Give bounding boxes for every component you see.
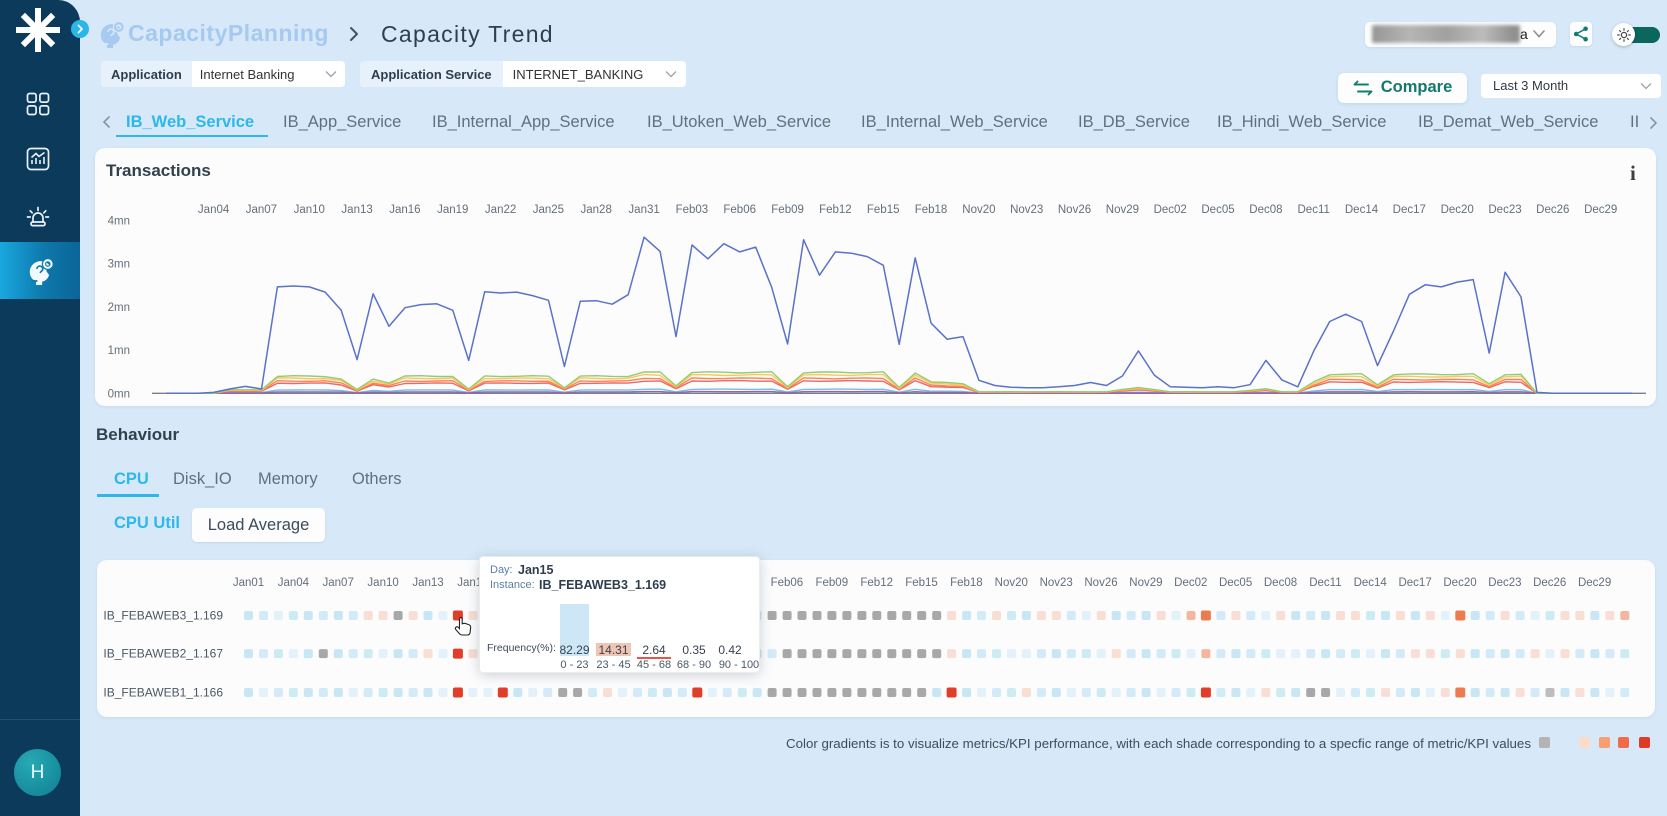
svg-text:Jan07: Jan07 — [323, 577, 354, 589]
svg-text:Dec23: Dec23 — [1488, 577, 1521, 589]
svg-text:Nov29: Nov29 — [1106, 204, 1139, 216]
svg-text:Jan13: Jan13 — [341, 204, 372, 216]
svg-text:Dec20: Dec20 — [1443, 577, 1476, 589]
svg-text:Dec14: Dec14 — [1345, 204, 1379, 216]
svg-text:Jan10: Jan10 — [367, 577, 398, 589]
svg-text:1mn: 1mn — [108, 345, 130, 357]
svg-text:Nov23: Nov23 — [1040, 577, 1073, 589]
svg-text:Dec17: Dec17 — [1398, 577, 1431, 589]
svg-text:Dec20: Dec20 — [1441, 204, 1474, 216]
svg-text:Dec05: Dec05 — [1219, 577, 1252, 589]
svg-text:IB_FEBAWEB2_1.167: IB_FEBAWEB2_1.167 — [103, 647, 223, 661]
svg-text:Dec11: Dec11 — [1309, 577, 1341, 589]
svg-text:Dec11: Dec11 — [1298, 204, 1330, 216]
svg-text:Dec17: Dec17 — [1393, 204, 1426, 216]
svg-text:Feb09: Feb09 — [771, 204, 804, 216]
svg-text:Jan13: Jan13 — [412, 577, 443, 589]
svg-text:Dec29: Dec29 — [1578, 577, 1611, 589]
svg-text:Dec26: Dec26 — [1536, 204, 1569, 216]
svg-text:IB_FEBAWEB3_1.169: IB_FEBAWEB3_1.169 — [103, 609, 223, 623]
svg-text:Feb15: Feb15 — [867, 204, 900, 216]
svg-text:3mn: 3mn — [108, 259, 130, 271]
svg-text:Dec02: Dec02 — [1174, 577, 1207, 589]
svg-text:Dec05: Dec05 — [1201, 204, 1234, 216]
svg-text:Nov26: Nov26 — [1084, 577, 1117, 589]
svg-text:Jan25: Jan25 — [533, 204, 564, 216]
svg-text:Dec08: Dec08 — [1264, 577, 1297, 589]
svg-text:Jan07: Jan07 — [246, 204, 277, 216]
svg-text:4mn: 4mn — [108, 215, 130, 227]
svg-text:Jan31: Jan31 — [628, 204, 659, 216]
svg-text:Jan28: Jan28 — [581, 204, 612, 216]
svg-text:Dec08: Dec08 — [1249, 204, 1282, 216]
svg-text:Jan04: Jan04 — [198, 204, 230, 216]
svg-text:Jan10: Jan10 — [294, 204, 325, 216]
svg-text:Dec14: Dec14 — [1354, 577, 1388, 589]
svg-text:Dec26: Dec26 — [1533, 577, 1566, 589]
svg-text:Jan22: Jan22 — [485, 204, 516, 216]
svg-text:Feb03: Feb03 — [676, 204, 709, 216]
svg-text:Dec23: Dec23 — [1488, 204, 1521, 216]
svg-text:Jan01: Jan01 — [233, 577, 264, 589]
svg-text:Nov20: Nov20 — [962, 204, 995, 216]
svg-text:Feb12: Feb12 — [819, 204, 852, 216]
svg-text:Feb12: Feb12 — [860, 577, 893, 589]
svg-text:Jan19: Jan19 — [437, 204, 468, 216]
svg-text:IB_FEBAWEB1_1.166: IB_FEBAWEB1_1.166 — [103, 686, 223, 700]
svg-text:Feb06: Feb06 — [771, 577, 804, 589]
svg-text:Nov20: Nov20 — [995, 577, 1028, 589]
svg-text:Feb09: Feb09 — [815, 577, 848, 589]
svg-text:Nov29: Nov29 — [1129, 577, 1162, 589]
svg-text:Dec02: Dec02 — [1154, 204, 1187, 216]
svg-text:Feb06: Feb06 — [723, 204, 756, 216]
svg-text:Feb18: Feb18 — [950, 577, 983, 589]
svg-text:Feb15: Feb15 — [905, 577, 938, 589]
svg-text:Nov23: Nov23 — [1010, 204, 1043, 216]
svg-text:2mn: 2mn — [108, 302, 130, 314]
svg-text:Dec29: Dec29 — [1584, 204, 1617, 216]
svg-text:0mn: 0mn — [108, 388, 130, 400]
svg-text:Jan16: Jan16 — [389, 204, 420, 216]
svg-text:Jan04: Jan04 — [278, 577, 310, 589]
svg-text:Nov26: Nov26 — [1058, 204, 1091, 216]
svg-text:Feb18: Feb18 — [915, 204, 948, 216]
